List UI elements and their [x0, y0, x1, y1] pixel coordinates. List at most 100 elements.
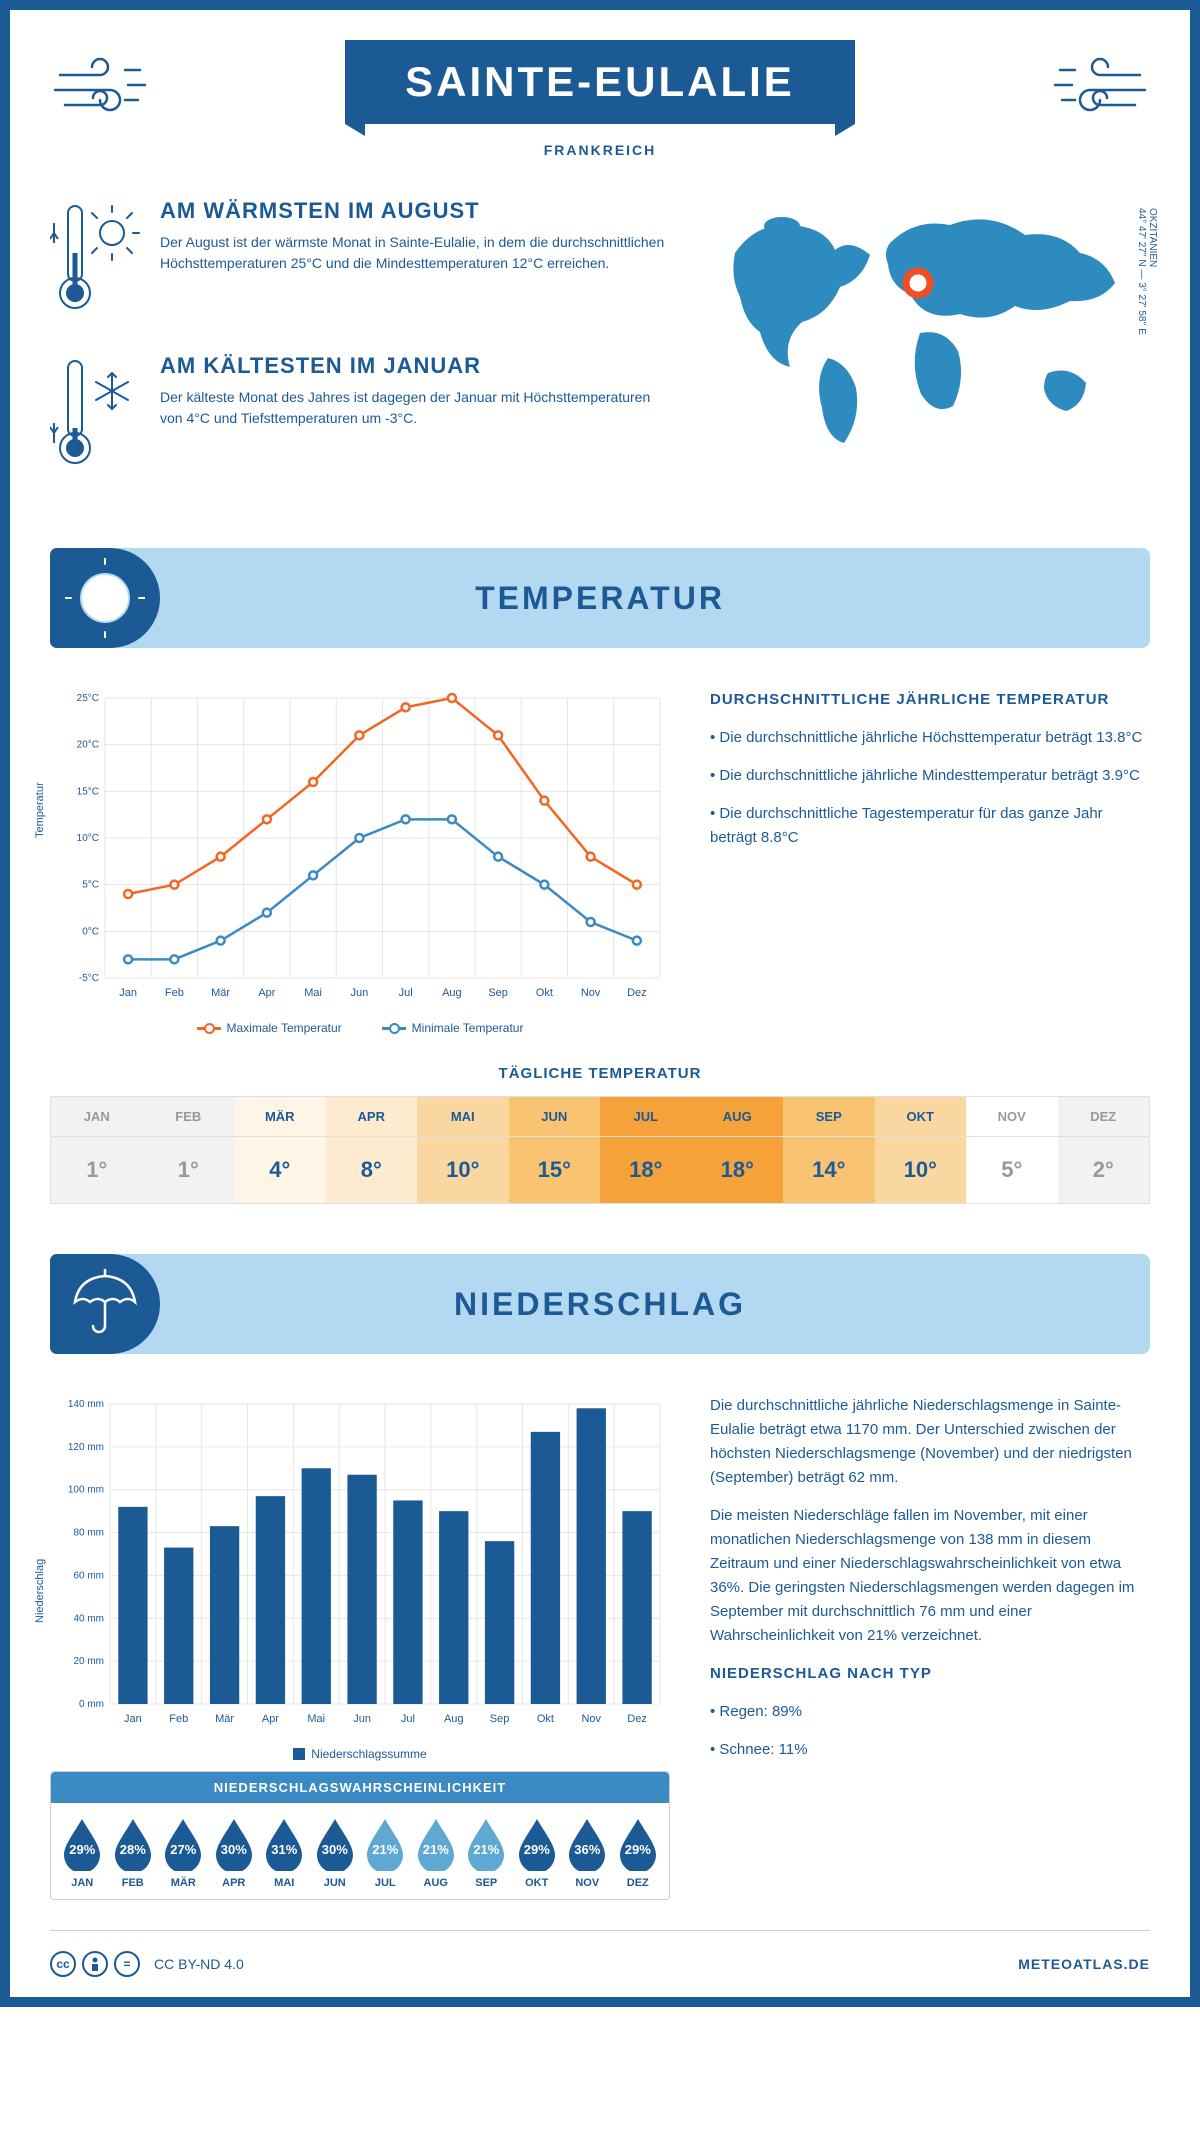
temp-cell: MÄR4° [234, 1097, 326, 1203]
svg-text:Mär: Mär [211, 987, 230, 999]
svg-text:Okt: Okt [537, 1713, 554, 1725]
page: SAINTE-EULALIE FRANKREICH AM WÄRMSTEN IM… [0, 0, 1200, 2007]
temp-cell: MAI10° [417, 1097, 509, 1203]
prob-cell: 21%AUG [413, 1817, 460, 1889]
umbrella-icon [50, 1254, 160, 1354]
prob-cell: 21%SEP [463, 1817, 510, 1889]
prob-cell: 28%FEB [110, 1817, 157, 1889]
svg-text:Feb: Feb [165, 987, 184, 999]
svg-text:Aug: Aug [444, 1713, 464, 1725]
svg-text:Okt: Okt [536, 987, 553, 999]
precip-legend: Niederschlagssumme [50, 1747, 670, 1761]
temp-bullet: • Die durchschnittliche Tagestemperatur … [710, 802, 1150, 850]
world-map: OKZITANIEN44° 47' 27'' N — 3° 27' 58'' E [710, 198, 1150, 508]
svg-text:60 mm: 60 mm [73, 1570, 104, 1581]
cc-icons: cc = CC BY-ND 4.0 [50, 1951, 244, 1977]
precip-para: Die durchschnittliche jährliche Niedersc… [710, 1394, 1150, 1490]
temp-cell: JUN15° [509, 1097, 601, 1203]
svg-text:Dez: Dez [627, 1713, 647, 1725]
precip-ylabel: Niederschlag [34, 1559, 46, 1623]
temp-cell: NOV5° [966, 1097, 1058, 1203]
temp-cell: FEB1° [143, 1097, 235, 1203]
temp-cell: DEZ2° [1058, 1097, 1150, 1203]
coords-label: 44° 47' 27'' N — 3° 27' 58'' E [1136, 208, 1147, 335]
prob-row: 29%JAN28%FEB27%MÄR30%APR31%MAI30%JUN21%J… [51, 1803, 669, 1899]
temp-cell: JUL18° [600, 1097, 692, 1203]
svg-text:-5°C: -5°C [79, 973, 99, 984]
svg-text:Aug: Aug [442, 987, 462, 999]
svg-text:20°C: 20°C [77, 740, 99, 751]
svg-text:Jun: Jun [351, 987, 369, 999]
legend-precip: Niederschlagssumme [311, 1747, 426, 1761]
facts: AM WÄRMSTEN IM AUGUST Der August ist der… [50, 198, 670, 508]
temp-cell: OKT10° [875, 1097, 967, 1203]
temp-ylabel: Temperatur [34, 782, 46, 838]
license-text: CC BY-ND 4.0 [154, 1956, 244, 1972]
svg-text:100 mm: 100 mm [68, 1485, 104, 1496]
thermometer-hot-icon [50, 198, 140, 323]
section-title-precip: NIEDERSCHLAG [454, 1286, 746, 1323]
temperature-text: DURCHSCHNITTLICHE JÄHRLICHE TEMPERATUR •… [710, 688, 1150, 864]
temperature-chart: Temperatur -5°C0°C5°C10°C15°C20°C25°CJan… [50, 688, 670, 1035]
region-label: OKZITANIEN [1147, 208, 1158, 267]
prob-cell: 29%JAN [59, 1817, 106, 1889]
wind-icon [50, 50, 160, 135]
svg-text:Dez: Dez [627, 987, 647, 999]
svg-text:Jan: Jan [119, 987, 137, 999]
precip-para: Die meisten Niederschläge fallen im Nove… [710, 1504, 1150, 1648]
svg-text:0 mm: 0 mm [79, 1699, 104, 1710]
prob-title: NIEDERSCHLAGSWAHRSCHEINLICHKEIT [51, 1772, 669, 1803]
svg-text:Sep: Sep [488, 987, 508, 999]
temp-cell: SEP14° [783, 1097, 875, 1203]
svg-text:25°C: 25°C [77, 693, 99, 704]
svg-text:Jan: Jan [124, 1713, 142, 1725]
svg-text:Apr: Apr [258, 987, 275, 999]
precip-type-bullet: • Regen: 89% [710, 1700, 1150, 1724]
fact-warm-title: AM WÄRMSTEN IM AUGUST [160, 198, 670, 224]
by-icon [82, 1951, 108, 1977]
precip-chart: Niederschlag 0 mm20 mm40 mm60 mm80 mm100… [50, 1394, 670, 1900]
fact-warm-text: Der August ist der wärmste Monat in Sain… [160, 232, 670, 274]
svg-text:20 mm: 20 mm [73, 1656, 104, 1667]
svg-text:Feb: Feb [169, 1713, 188, 1725]
cc-icon: cc [50, 1951, 76, 1977]
precip-row: Niederschlag 0 mm20 mm40 mm60 mm80 mm100… [50, 1394, 1150, 1900]
section-banner-precip: NIEDERSCHLAG [50, 1254, 1150, 1354]
fact-warmest: AM WÄRMSTEN IM AUGUST Der August ist der… [50, 198, 670, 323]
section-title-temperature: TEMPERATUR [475, 580, 725, 617]
svg-text:40 mm: 40 mm [73, 1613, 104, 1624]
fact-coldest: AM KÄLTESTEN IM JANUAR Der kälteste Mona… [50, 353, 670, 478]
prob-cell: 29%DEZ [615, 1817, 662, 1889]
thermometer-cold-icon [50, 353, 140, 478]
fact-cold-title: AM KÄLTESTEN IM JANUAR [160, 353, 670, 379]
svg-text:0°C: 0°C [82, 926, 99, 937]
temp-bullet: • Die durchschnittliche jährliche Mindes… [710, 764, 1150, 788]
svg-text:Mai: Mai [304, 987, 322, 999]
legend-min: Minimale Temperatur [412, 1021, 524, 1035]
temp-cell: JAN1° [51, 1097, 143, 1203]
svg-text:Jul: Jul [399, 987, 413, 999]
brand-label: METEOATLAS.DE [1018, 1956, 1150, 1972]
svg-text:140 mm: 140 mm [68, 1399, 104, 1410]
temp-cell: APR8° [326, 1097, 418, 1203]
temp-cell: AUG18° [692, 1097, 784, 1203]
svg-text:Mär: Mär [215, 1713, 234, 1725]
svg-text:5°C: 5°C [82, 880, 99, 891]
section-banner-temperature: TEMPERATUR [50, 548, 1150, 648]
top-section: AM WÄRMSTEN IM AUGUST Der August ist der… [50, 198, 1150, 508]
svg-text:Jul: Jul [401, 1713, 415, 1725]
footer: cc = CC BY-ND 4.0 METEOATLAS.DE [50, 1930, 1150, 1977]
prob-cell: 29%OKT [514, 1817, 561, 1889]
prob-cell: 36%NOV [564, 1817, 611, 1889]
nd-icon: = [114, 1951, 140, 1977]
precip-text: Die durchschnittliche jährliche Niedersc… [710, 1394, 1150, 1776]
svg-text:Nov: Nov [581, 1713, 601, 1725]
wind-icon [1040, 50, 1150, 135]
temp-side-title: DURCHSCHNITTLICHE JÄHRLICHE TEMPERATUR [710, 688, 1150, 712]
svg-text:Sep: Sep [490, 1713, 510, 1725]
prob-cell: 30%JUN [312, 1817, 359, 1889]
svg-text:Mai: Mai [307, 1713, 325, 1725]
precip-type-bullet: • Schnee: 11% [710, 1738, 1150, 1762]
prob-box: NIEDERSCHLAGSWAHRSCHEINLICHKEIT 29%JAN28… [50, 1771, 670, 1900]
svg-text:10°C: 10°C [77, 833, 99, 844]
